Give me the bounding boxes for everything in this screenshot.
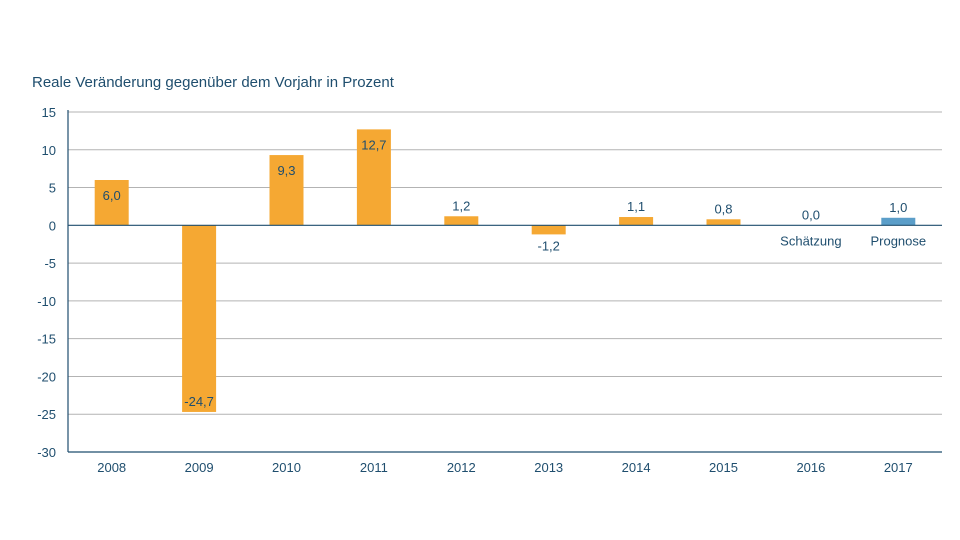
bar [94, 180, 129, 226]
y-tick-label: -30 [37, 445, 56, 460]
x-tick-label: 2010 [272, 460, 301, 475]
y-tick-label: -20 [37, 369, 56, 384]
x-tick-label: 2017 [884, 460, 913, 475]
bar [269, 155, 304, 226]
x-tick-label: 2014 [622, 460, 651, 475]
bars [94, 129, 916, 412]
annotation-label: Prognose [870, 233, 926, 248]
data-label: 1,1 [627, 199, 645, 214]
data-label: 0,8 [714, 201, 732, 216]
labels: 15 10 5 0 -5 -10 -15 -20 -25 -30 2008 6,0 2009 -24,7 2… [37, 105, 926, 475]
bar [619, 217, 654, 226]
x-tick-label: 2013 [534, 460, 563, 475]
bar [531, 225, 566, 235]
data-label: 1,0 [889, 200, 907, 215]
x-tick-label: 2009 [185, 460, 214, 475]
y-tick-label: 10 [42, 143, 56, 158]
y-tick-label: 5 [49, 181, 56, 196]
annotation-label: Schätzung [780, 233, 841, 248]
bar [881, 217, 916, 226]
data-label: 12,7 [361, 137, 386, 152]
data-label: 0,0 [802, 207, 820, 222]
data-label: 6,0 [103, 188, 121, 203]
data-label: 1,2 [452, 198, 470, 213]
x-tick-label: 2012 [447, 460, 476, 475]
bar [182, 225, 217, 412]
y-tick-label: -10 [37, 294, 56, 309]
data-label: -1,2 [537, 238, 559, 253]
bar [444, 216, 479, 226]
axes [67, 110, 942, 453]
y-tick-label: 0 [49, 218, 56, 233]
data-label: 9,3 [277, 163, 295, 178]
bar [356, 129, 391, 226]
x-tick-label: 2016 [796, 460, 825, 475]
y-tick-label: 15 [42, 105, 56, 120]
bar [706, 219, 741, 226]
x-tick-label: 2008 [97, 460, 126, 475]
y-axis-label: Reale Veränderung gegenüber dem Vorjahr … [32, 74, 395, 91]
y-tick-label: -25 [37, 407, 56, 422]
x-tick-label: 2015 [709, 460, 738, 475]
data-label: -24,7 [184, 394, 214, 409]
x-tick-label: 2011 [360, 460, 388, 475]
y-tick-label: -5 [44, 256, 56, 271]
y-tick-label: -15 [37, 332, 56, 347]
